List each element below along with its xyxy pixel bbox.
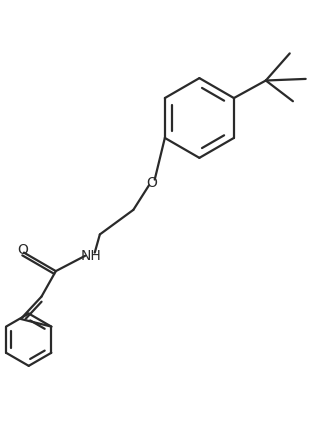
Text: O: O	[17, 243, 28, 257]
Text: NH: NH	[80, 249, 101, 263]
Text: O: O	[146, 176, 157, 190]
